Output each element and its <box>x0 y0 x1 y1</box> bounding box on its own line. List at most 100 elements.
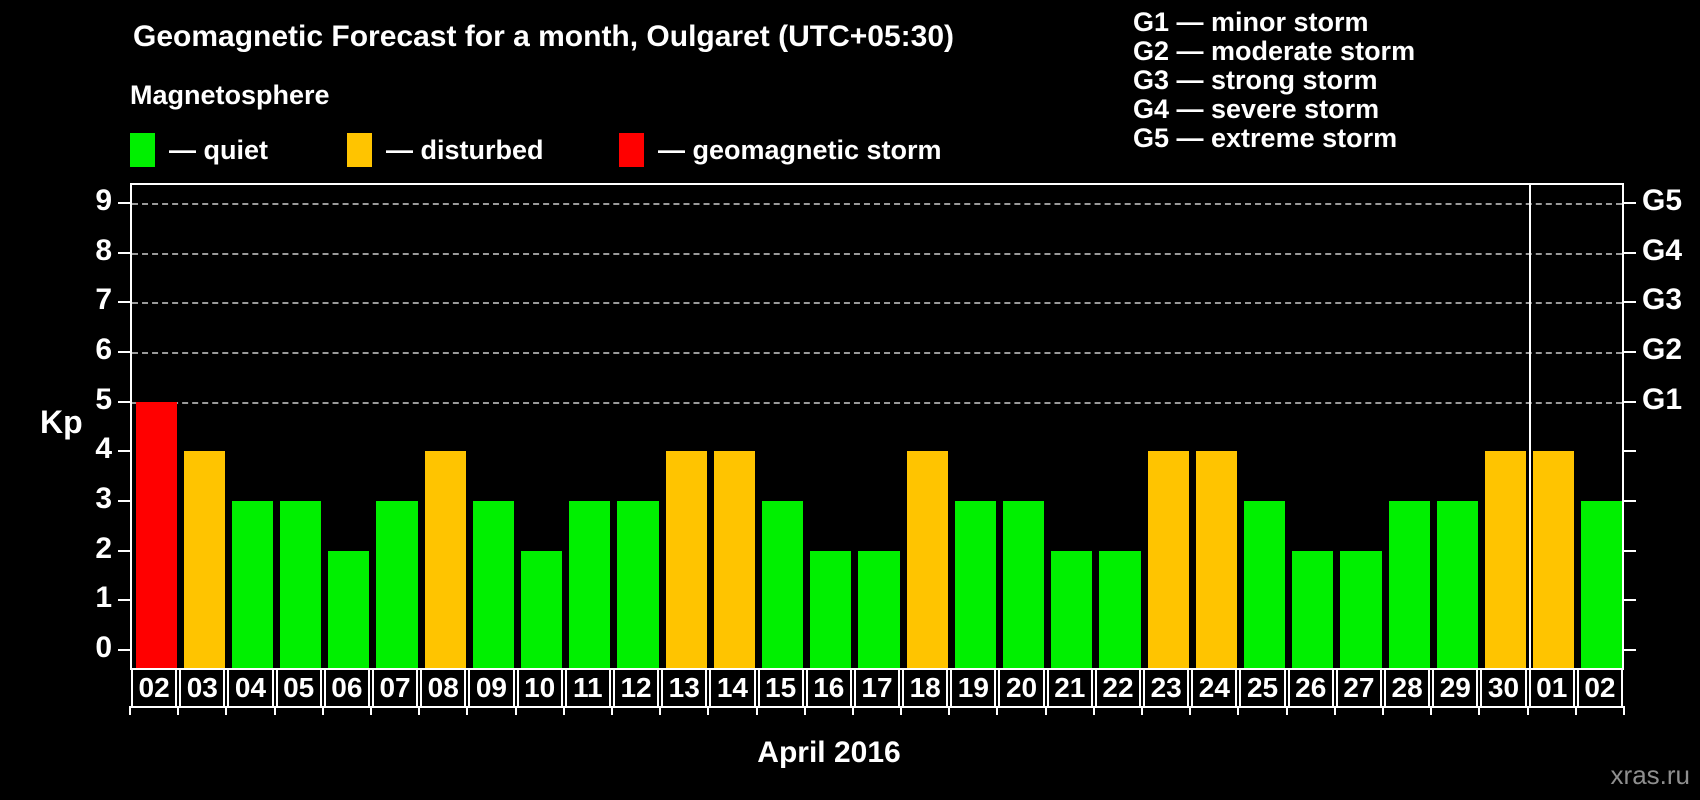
magnetosphere-label: Magnetosphere <box>130 80 330 110</box>
date-cell-30: 30 <box>1480 668 1527 708</box>
date-cell-04: 04 <box>227 668 274 708</box>
y-axis-tick-right-9 <box>1624 201 1636 204</box>
x-axis-tick-30 <box>1574 706 1577 715</box>
kp-bar-day-05 <box>280 501 322 668</box>
kp-bar-day-16 <box>810 550 852 668</box>
date-cell-15: 15 <box>757 668 804 708</box>
date-cell-08: 08 <box>420 668 467 708</box>
x-axis-tick-26 <box>1382 706 1385 715</box>
legend-item-disturbed: — disturbed <box>347 132 544 168</box>
x-axis-tick-4 <box>321 706 324 715</box>
plot-area <box>130 183 1624 670</box>
y-axis-tick-right-0 <box>1624 649 1636 652</box>
kp-bar-day-04 <box>231 501 274 668</box>
y-axis-tick-left-3 <box>118 500 130 503</box>
date-cell-26: 26 <box>1287 668 1334 708</box>
chart-title: Geomagnetic Forecast for a month, Oulgar… <box>133 20 955 53</box>
x-axis-tick-13 <box>755 706 758 715</box>
x-axis-tick-15 <box>851 706 854 715</box>
kp-gridline-6 <box>132 351 1622 354</box>
y-axis-tick-left-9 <box>118 201 130 204</box>
x-axis-tick-10 <box>610 706 613 715</box>
legend-label-storm: — geomagnetic storm <box>658 134 942 165</box>
y-tick-label-2: 2 <box>95 531 112 565</box>
y-axis-tick-right-3 <box>1624 500 1636 503</box>
date-cell-01: 01 <box>1528 668 1575 708</box>
date-cell-13: 13 <box>661 668 708 708</box>
y-tick-label-8: 8 <box>95 233 112 267</box>
kp-bar-day-17 <box>858 550 900 668</box>
y-axis-tick-left-1 <box>118 599 130 602</box>
kp-bar-day-28 <box>1388 501 1430 668</box>
storm-scale-item-g1: G1 — minor storm <box>1133 7 1369 37</box>
g-axis-label-g1: G1 <box>1642 382 1683 416</box>
y-axis-tick-left-0 <box>118 649 130 652</box>
x-axis-tick-25 <box>1333 706 1336 715</box>
kp-bar-day-09 <box>472 501 515 668</box>
kp-bar-day-22 <box>1099 550 1141 668</box>
x-axis-tick-11 <box>659 706 662 715</box>
kp-bar-day-06 <box>328 550 370 668</box>
kp-gridline-7 <box>132 302 1622 305</box>
watermark: xras.ru <box>1610 760 1690 790</box>
month-separator-line <box>1528 185 1531 668</box>
date-cell-28: 28 <box>1384 668 1431 708</box>
kp-bar-day-03 <box>183 451 225 668</box>
y-tick-label-7: 7 <box>95 283 112 317</box>
y-tick-label-3: 3 <box>95 482 112 516</box>
legend-item-quiet: — quiet <box>130 132 268 168</box>
kp-bar-day-29 <box>1436 501 1478 668</box>
kp-bar-day-02 <box>135 401 177 668</box>
kp-bar-day-08 <box>424 451 466 668</box>
date-cell-02: 02 <box>1576 668 1623 708</box>
y-axis-tick-left-7 <box>118 301 130 304</box>
disturbed-color-swatch <box>347 133 372 167</box>
kp-bar-day-10 <box>521 550 563 668</box>
x-axis-tick-7 <box>466 706 469 715</box>
x-axis-tick-17 <box>948 706 951 715</box>
x-axis-tick-5 <box>369 706 372 715</box>
date-cell-25: 25 <box>1239 668 1286 708</box>
y-axis-tick-right-4 <box>1624 450 1636 453</box>
x-axis-tick-12 <box>707 706 710 715</box>
x-axis-tick-3 <box>273 706 276 715</box>
g-axis-label-g5: G5 <box>1642 183 1683 217</box>
kp-bar-day-26 <box>1292 550 1334 668</box>
y-axis-tick-right-7 <box>1624 301 1636 304</box>
legend-label-quiet: — quiet <box>169 134 268 165</box>
kp-bar-day-07 <box>376 501 418 668</box>
kp-axis-title: Kp <box>40 404 83 440</box>
kp-bar-day-01 <box>1533 451 1575 668</box>
storm-scale-legend: G1 — minor storm G2 — moderate storm G3 … <box>1133 8 1415 153</box>
x-axis-tick-6 <box>418 706 421 715</box>
y-axis-tick-left-2 <box>118 549 130 552</box>
y-tick-label-9: 9 <box>95 183 112 217</box>
date-cell-27: 27 <box>1335 668 1383 708</box>
y-axis-tick-right-1 <box>1624 599 1636 602</box>
quiet-color-swatch <box>130 133 155 167</box>
x-axis-tick-22 <box>1189 706 1192 715</box>
kp-bar-day-30 <box>1484 451 1527 668</box>
g-axis-label-g3: G3 <box>1642 283 1683 317</box>
y-axis-tick-left-4 <box>118 450 130 453</box>
date-cell-07: 07 <box>371 668 419 708</box>
kp-bar-day-02 <box>1581 501 1623 668</box>
date-cell-12: 12 <box>612 668 660 708</box>
x-axis-title: April 2016 <box>757 736 901 769</box>
kp-bar-day-11 <box>569 501 611 668</box>
date-cell-06: 06 <box>323 668 370 708</box>
x-axis-tick-1 <box>177 706 180 715</box>
date-cell-22: 22 <box>1094 668 1142 708</box>
x-axis-tick-20 <box>1092 706 1095 715</box>
x-axis-tick-21 <box>1141 706 1144 715</box>
date-cell-19: 19 <box>950 668 997 708</box>
y-axis-tick-left-5 <box>118 400 130 403</box>
storm-color-swatch <box>619 133 644 167</box>
x-axis-tick-2 <box>225 706 228 715</box>
kp-bar-day-21 <box>1051 550 1093 668</box>
g-axis-label-g4: G4 <box>1642 233 1683 267</box>
kp-bar-day-19 <box>954 501 996 668</box>
y-tick-label-5: 5 <box>95 382 112 416</box>
x-axis-tick-31 <box>1623 706 1625 715</box>
